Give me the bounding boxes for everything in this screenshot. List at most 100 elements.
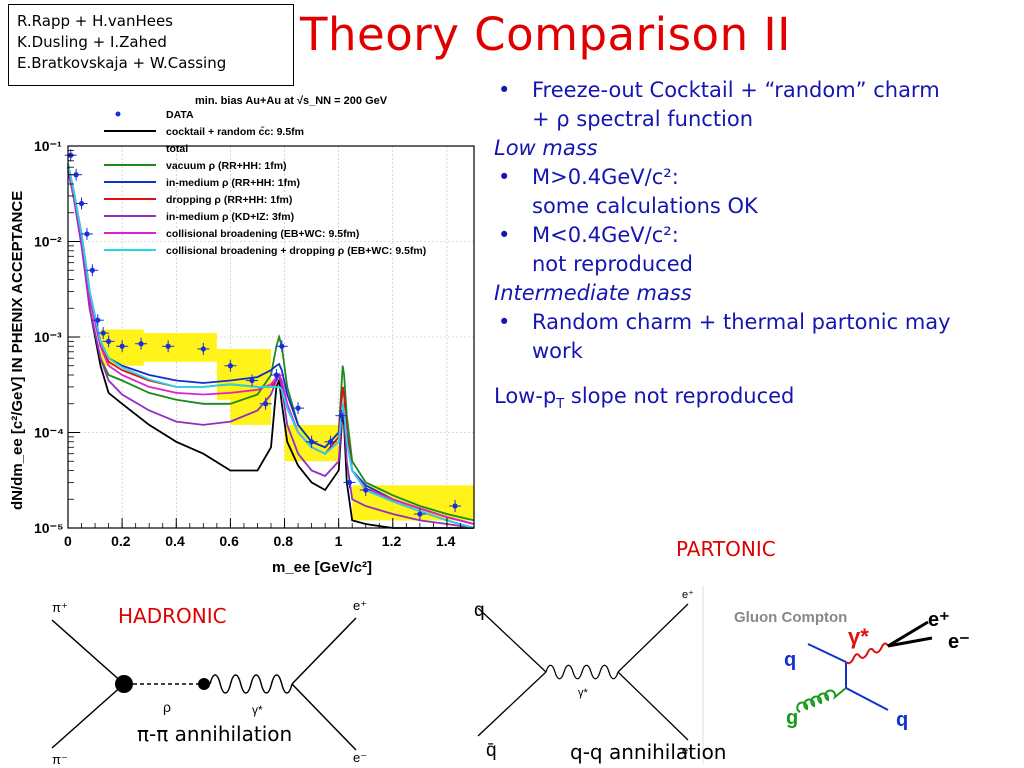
compton-title-label: Gluon Compton [734,609,847,626]
gluon-label: g [786,707,798,729]
data-point [452,503,458,509]
bullet-random-charm: Random charm + thermal partonic may work [494,308,1014,366]
pi-plus-line [51,619,125,685]
data-point [309,439,315,445]
q-label: q [474,600,485,621]
heading-intermediate-mass: Intermediate mass [494,281,692,305]
y-tick-label: 10⁻⁵ [34,520,64,536]
rho-label: ρ [163,699,171,715]
data-point [279,343,285,349]
e-minus-label: e⁻ [682,745,694,757]
photon-wave [209,674,293,694]
x-tick-label: 0.8 [274,533,294,549]
legend-marker [115,111,121,117]
heading-low-mass: Low mass [494,136,598,160]
gamma-label: γ* [578,687,589,699]
chart-title: min. bias Au+Au at √s_NN = 200 GeV [195,95,388,107]
quark-out-line [845,687,889,711]
slide-title: Theory Comparison II [300,8,791,61]
author-line-1: R.Rapp + H.vanHees [17,12,173,30]
y-tick-label: 10⁻² [34,234,62,250]
data-point [138,341,144,347]
gluon-compton-foreground: Gluon Compton γ* e⁺ e⁻ q g q [728,600,1018,768]
pi-minus-line [51,683,125,749]
data-point [346,479,353,486]
data-point [78,200,85,207]
partonic-label: PARTONIC [676,537,776,561]
e-minus-line [291,683,357,751]
x-tick-label: 1.4 [436,533,456,549]
photon-wave [845,642,889,665]
data-point [89,267,95,273]
vertex-dot [198,678,210,690]
data-point [295,405,301,411]
lowpt-statement: Low-pT slope not reproduced [494,384,795,413]
legend-entry: vacuum ρ (RR+HH: 1fm) [166,160,287,172]
data-point [119,343,125,349]
data-point [84,231,90,237]
data-point [200,346,206,352]
partonic-feynman-diagram: q q̄ γ* e⁺ e⁻ [474,586,704,764]
e-plus-line [887,620,929,648]
e-minus-label: e⁻ [948,631,970,653]
x-tick-label: 1 [335,533,343,549]
data-point [73,172,79,178]
data-point [165,343,171,349]
pi-plus-label: π⁺ [52,600,68,615]
x-axis-label: m_ee [GeV/c²] [272,559,372,576]
bullet-high-m: M>0.4GeV/c²: some calculations OK [494,163,1014,221]
author-line-3: E.Bratkovskaja + W.Cassing [17,54,227,72]
authors-box: R.Rapp + H.vanHees K.Dusling + I.Zahed E… [8,4,294,86]
gamma-label: γ* [848,624,869,649]
syst-box [143,333,217,362]
compton-backdrop [728,600,1018,768]
legend-entry: collisional broadening + dropping ρ (EB+… [166,245,426,257]
x-tick-label: 1.2 [382,533,402,549]
e-plus-line [291,617,357,685]
data-point [95,317,101,323]
pi-minus-label: π⁻ [52,752,68,767]
legend-entry: collisional broadening (EB+WC: 9.5fm) [166,228,359,240]
bullet-freezeout: Freeze-out Cocktail + “random” charm + ρ… [494,76,1014,134]
y-axis-label: dN/dm_ee [c²/GeV] IN PHENIX ACCEPTANCE [9,191,26,510]
data-point [106,338,112,344]
x-tick-label: 0.4 [165,533,185,549]
bullet-list: Freeze-out Cocktail + “random” charm + ρ… [494,76,1014,419]
model-curves [67,163,475,529]
legend-entry: DATA [166,109,194,121]
data-point [227,363,233,369]
curve-cocktail [67,167,474,529]
data-point [273,372,280,378]
legend-entry: total [166,143,188,155]
q-out-label: q [896,709,908,731]
x-tick-label: 0 [64,533,72,549]
hadronic-caption: π-π annihilation [137,722,293,746]
data-points [64,149,462,521]
curve-inmedium [67,170,475,529]
vertex-blob [115,675,133,693]
author-line-2: K.Dusling + I.Zahed [17,33,167,51]
legend-entry: dropping ρ (RR+HH: 1fm) [166,194,292,206]
q-in-label: q [784,649,796,671]
x-tick-label: 0.2 [111,533,131,549]
data-point [327,439,334,445]
axis-ticks: 0 0.2 0.4 0.6 0.8 1 1.2 1.4 10⁻⁵ 10⁻⁴ 10⁻³ 10⁻² 10⁻¹ [34,138,461,549]
curve-collisional [67,163,475,529]
quark-in-line [807,643,847,663]
y-tick-label: 10⁻³ [34,329,62,345]
data-point [363,487,369,493]
legend-entry: in-medium ρ (KD+IZ: 3fm) [166,211,294,223]
y-tick-label: 10⁻⁴ [34,425,64,441]
curve-vacuum [67,167,475,522]
legend-entry: cocktail + random c̄c: 9.5fm [166,126,304,138]
e-plus-label: e⁺ [682,589,694,601]
data-point [262,401,269,407]
bullet-low-m: M<0.4GeV/c²: not reproduced [494,221,1014,279]
legend-entry: in-medium ρ (RR+HH: 1fm) [166,177,300,189]
gluon-curl [796,687,847,713]
y-tick-label: 10⁻¹ [34,138,62,154]
dilepton-mass-chart: 0 0.2 0.4 0.6 0.8 1 1.2 1.4 10⁻⁵ 10⁻⁴ 10⁻³ 10⁻² 10⁻¹… [9,95,475,576]
gamma-label: γ* [252,703,263,717]
data-point [100,330,106,336]
hadronic-label: HADRONIC [118,604,227,628]
